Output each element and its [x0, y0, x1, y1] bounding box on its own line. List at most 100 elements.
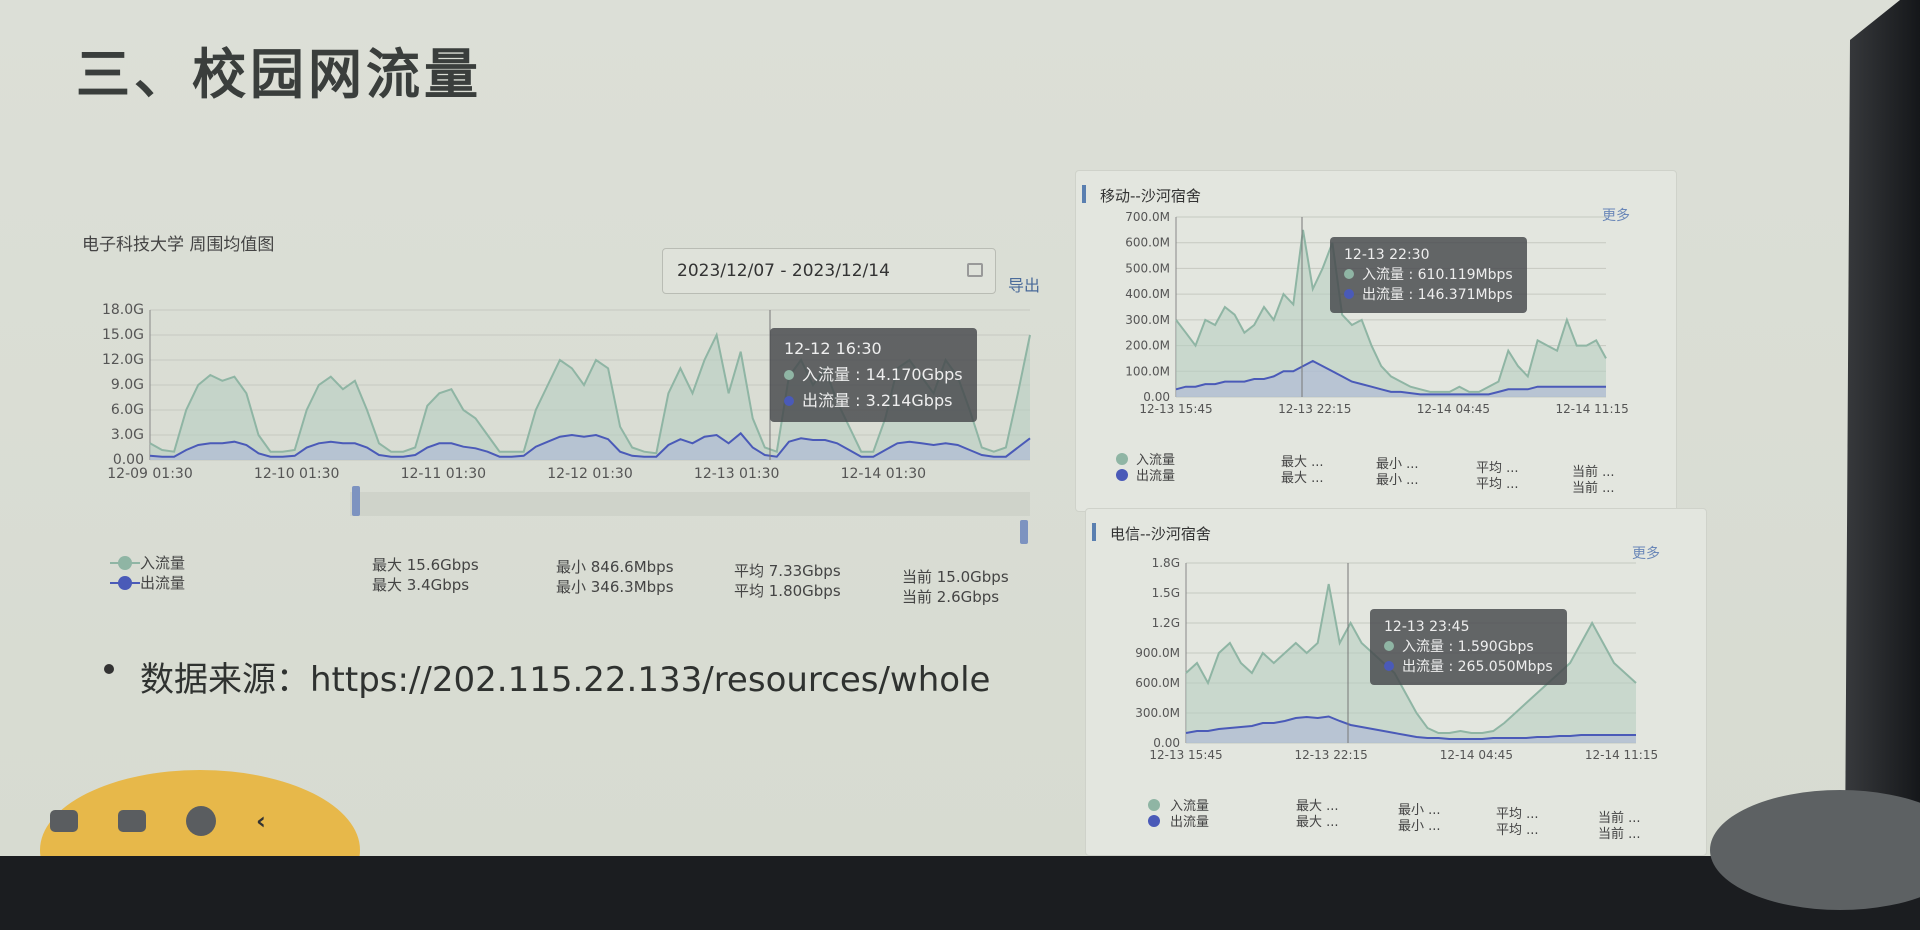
stat-out-cur: 当前 ... [1598, 827, 1641, 842]
legend-in[interactable]: 入流量 [1170, 799, 1210, 814]
legend-out[interactable]: 出流量 [1136, 469, 1176, 484]
y-tick-label: 1.2G [1152, 616, 1180, 630]
series-area-out [1176, 361, 1606, 397]
y-tick-label: 9.0G [111, 377, 144, 393]
y-tick-label: 6.0G [111, 402, 144, 418]
x-tick-label: 12-13 22:15 [1295, 748, 1368, 762]
series-line-out [149, 431, 1031, 458]
tooltip-out-value: 146.371Mbps [1417, 287, 1513, 303]
stat-in-max: 最大 ... [1296, 799, 1339, 814]
x-tick-label: 12-13 15:45 [1139, 402, 1212, 416]
tooltip-in-label: 入流量 [1362, 267, 1404, 283]
y-tick-label: 600.0M [1135, 676, 1180, 690]
stat-out-cur: 当前 2.6Gbps [902, 588, 1000, 606]
stat-in-max: 最大 15.6Gbps [372, 556, 479, 574]
stat-out-max: 最大 ... [1281, 471, 1324, 486]
in-dot [784, 370, 794, 380]
telecom-traffic-chart: 0.00 300.0M 600.0M 900.0M 1.2G 1.5G 1.8G 12-13 … [1135, 556, 1658, 762]
slide: 三、校园网流量 电子科技大学 周围均值图 2023/12/07 - 2023/1… [0, 0, 1900, 856]
source-url[interactable]: https://202.115.22.133/resources/whole [310, 660, 991, 700]
mobile-tooltip: 12-13 22:30 入流量 : 610.119Mbps 出流量 : 146.… [1330, 237, 1527, 313]
tooltip-in-row: 入流量 : 1.590Gbps [1384, 637, 1553, 657]
x-tick-label: 12-14 04:45 [1417, 402, 1490, 416]
tooltip-out-row: 出流量 : 146.371Mbps [1344, 285, 1513, 305]
y-tick-label: 15.0G [102, 327, 144, 343]
y-tick-label: 18.0G [102, 302, 144, 318]
y-tick-label: 200.0M [1125, 339, 1170, 353]
tooltip-out-row: 出流量 : 265.050Mbps [1384, 657, 1553, 677]
y-tick-label: 3.0G [111, 427, 144, 443]
stat-out-avg: 平均 ... [1496, 823, 1539, 838]
series-area-out [1186, 716, 1636, 743]
y-tick-label: 100.0M [1125, 364, 1170, 378]
out-dot [1344, 289, 1354, 299]
x-tick-label: 12-09 01:30 [107, 466, 192, 482]
prev-icon[interactable]: ‹ [256, 807, 266, 835]
legend-out[interactable]: 出流量 [1170, 815, 1210, 830]
tooltip-time: 12-13 23:45 [1384, 619, 1470, 635]
x-tick-label: 12-13 01:30 [694, 466, 779, 482]
stat-in-cur: 当前 ... [1572, 465, 1615, 480]
x-tick-label: 12-14 11:15 [1555, 402, 1628, 416]
mobile-traffic-chart: 0.00 100.0M 200.0M 300.0M 400.0M 500.0M 600.0M… [1125, 210, 1628, 416]
stat-out-max: 最大 ... [1296, 815, 1339, 830]
in-dot [1344, 269, 1354, 279]
in-dot [1384, 641, 1394, 651]
panel-telecom-more[interactable]: 更多 [1632, 546, 1660, 562]
pen-icon[interactable] [50, 810, 78, 832]
export-link[interactable]: 导出 [1008, 276, 1041, 295]
panel-mobile: 移动--沙河宿舍 更多 0.00 100.0M 200.0M 300.0M 400.0M… [1075, 170, 1677, 512]
source-line: 数据来源：https://202.115.22.133/resources/wh… [140, 652, 990, 701]
main-chart-caption: 电子科技大学 周围均值图 [82, 235, 275, 255]
stat-in-avg: 平均 ... [1496, 807, 1539, 822]
stat-out-max: 最大 3.4Gbps [372, 576, 470, 594]
stat-out-cur: 当前 ... [1572, 481, 1615, 496]
series-area-in [1186, 584, 1636, 743]
legend-in-marker [1116, 453, 1128, 465]
x-tick-label: 12-14 11:15 [1585, 748, 1658, 762]
x-tick-label: 12-13 15:45 [1149, 748, 1222, 762]
tooltip-in-row: 入流量 : 610.119Mbps [1344, 265, 1513, 285]
tooltip-in-value: 14.170Gbps [865, 365, 963, 384]
panel-mobile-accent [1082, 185, 1086, 203]
stat-out-min: 最小 ... [1398, 819, 1441, 834]
zoom-handle-right[interactable] [1020, 520, 1028, 544]
legend-out-label: 出流量 [140, 574, 186, 592]
legend-in[interactable]: 入流量 [1136, 453, 1176, 468]
tooltip-out-label: 出流量 [1402, 659, 1444, 675]
x-tick-label: 12-14 04:45 [1440, 748, 1513, 762]
tooltip-in-label: 入流量 [802, 365, 851, 384]
tooltip-in-value: 610.119Mbps [1417, 267, 1513, 283]
legend-in[interactable]: 入流量 [110, 552, 185, 573]
stat-in-min: 最小 846.6Mbps [556, 558, 674, 576]
calendar-icon[interactable] [967, 263, 983, 277]
main-traffic-chart: 0.00 3.0G 6.0G 9.0G 12.0G 15.0G 18.0G 12-09 01:… [102, 302, 1031, 544]
date-range-picker[interactable]: 2023/12/07 - 2023/12/14 [662, 248, 996, 294]
stat-out-min: 最小 ... [1376, 473, 1419, 488]
series-area-in [150, 335, 1030, 460]
zoom-handle-left[interactable] [352, 486, 360, 516]
telecom-tooltip: 12-13 23:45 入流量 : 1.590Gbps 出流量 : 265.05… [1370, 609, 1567, 685]
zoom-slider-track[interactable] [350, 492, 1030, 516]
x-tick-label: 12-14 01:30 [841, 466, 926, 482]
stat-in-avg: 平均 7.33Gbps [734, 562, 841, 580]
series-line-out [1185, 715, 1636, 740]
y-tick-label: 600.0M [1125, 236, 1170, 250]
legend-out[interactable]: 出流量 [110, 572, 186, 593]
stat-out-avg: 平均 ... [1476, 477, 1519, 492]
y-tick-label: 700.0M [1125, 210, 1170, 224]
y-tick-label: 900.0M [1135, 646, 1180, 660]
x-tick-label: 12-10 01:30 [254, 466, 339, 482]
panel-mobile-more[interactable]: 更多 [1602, 208, 1630, 224]
y-tick-label: 400.0M [1125, 287, 1170, 301]
panel-telecom-accent [1092, 523, 1096, 541]
legend-out-marker [110, 575, 140, 590]
out-dot [784, 396, 794, 406]
stat-in-cur: 当前 15.0Gbps [902, 568, 1009, 586]
series-line-in [149, 331, 1031, 455]
date-range-value: 2023/12/07 - 2023/12/14 [677, 261, 890, 281]
more-icon[interactable] [186, 806, 216, 836]
tooltip-time: 12-12 16:30 [784, 339, 882, 358]
tooltip-out-label: 出流量 [1362, 287, 1404, 303]
slides-icon[interactable] [118, 810, 146, 832]
